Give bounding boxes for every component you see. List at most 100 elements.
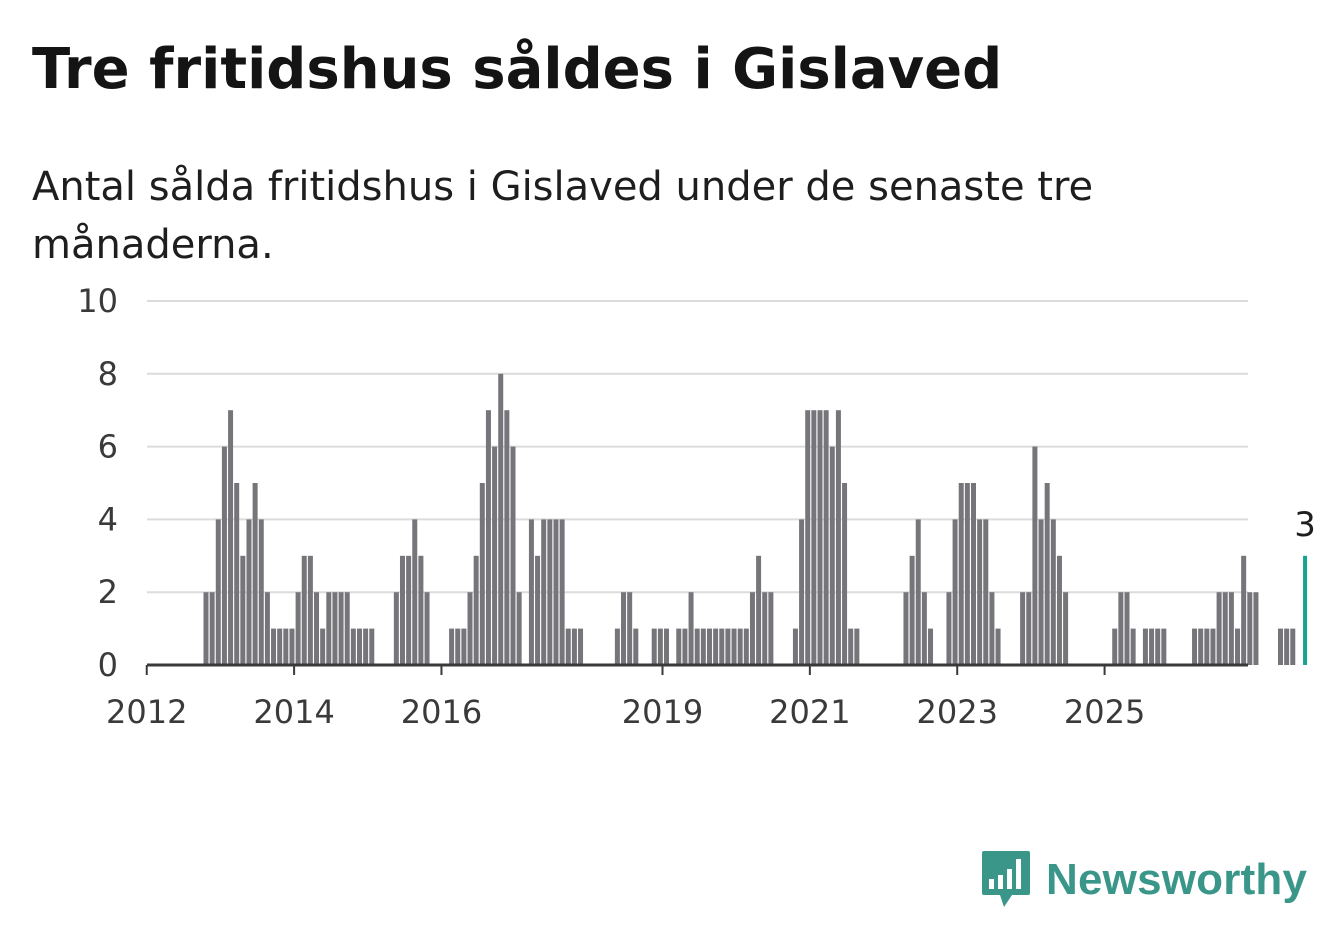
y-tick-label: 6 (98, 428, 118, 466)
bar (1056, 555, 1062, 665)
bar (627, 592, 633, 665)
bar (688, 592, 694, 665)
bar (928, 628, 934, 665)
bar (252, 483, 258, 665)
bar (393, 592, 399, 665)
page-subtitle: Antal sålda fritidshus i Gislaved under … (32, 164, 1094, 268)
bar (1235, 628, 1241, 665)
bar (829, 446, 835, 665)
bar (271, 628, 277, 665)
y-tick-label: 10 (77, 282, 118, 320)
bars (203, 373, 1308, 665)
brand-name: Newsworthy (1046, 855, 1308, 904)
bar (485, 410, 491, 665)
bar (725, 628, 731, 665)
bar (412, 519, 418, 665)
bar (1192, 628, 1198, 665)
bar (756, 555, 762, 665)
bar (301, 555, 307, 665)
bar (479, 483, 485, 665)
bar (516, 592, 522, 665)
bar (264, 592, 270, 665)
bar (504, 410, 510, 665)
bar (952, 519, 958, 665)
bar (946, 592, 952, 665)
bar (743, 628, 749, 665)
bar (1247, 592, 1253, 665)
bar (848, 628, 854, 665)
bar (1112, 628, 1118, 665)
bar (314, 592, 320, 665)
bar (700, 628, 706, 665)
bar (320, 628, 326, 665)
bar (768, 592, 774, 665)
bar (228, 410, 234, 665)
x-tick-label: 2025 (1064, 693, 1145, 731)
y-tick-label: 0 (98, 646, 118, 684)
bar (215, 519, 221, 665)
bar (528, 519, 534, 665)
bar (664, 628, 669, 665)
bar (737, 628, 743, 665)
bar (283, 628, 289, 665)
bar (357, 628, 362, 665)
bar (1142, 628, 1148, 665)
gridlines (147, 300, 1248, 594)
bar (1222, 592, 1228, 665)
bar (338, 592, 344, 665)
bar (989, 592, 995, 665)
bar (571, 628, 577, 665)
bar (1038, 519, 1044, 665)
bar (903, 592, 909, 665)
bar (1124, 592, 1130, 665)
bar (1228, 592, 1234, 665)
bar (277, 628, 283, 665)
bar (547, 519, 553, 665)
brand-logo: Newsworthy (980, 848, 1307, 912)
bar (805, 410, 811, 665)
bar (1063, 592, 1069, 665)
bar (719, 628, 725, 665)
bar (209, 592, 215, 665)
bar (295, 592, 301, 665)
bar (1241, 555, 1247, 665)
bar (565, 628, 571, 665)
bar (492, 446, 498, 665)
bar (762, 592, 768, 665)
bar (995, 628, 1001, 665)
bar (1130, 628, 1136, 665)
bar (682, 628, 688, 665)
bar (1155, 628, 1161, 665)
bar (811, 410, 817, 665)
bar (792, 628, 798, 665)
data-label-latest: 3 (1294, 505, 1316, 545)
bar (633, 628, 639, 665)
x-tick-label: 2021 (769, 693, 850, 731)
bar (461, 628, 467, 665)
y-tick-label: 8 (98, 355, 118, 393)
bar (467, 592, 473, 665)
bar (553, 519, 559, 665)
bar (289, 628, 295, 665)
bar (1026, 592, 1032, 665)
bar (1278, 628, 1283, 665)
bar (657, 628, 663, 665)
bar (651, 628, 657, 665)
bar (1161, 628, 1167, 665)
page-title: Tre fritidshus såldes i Gislaved (32, 37, 1003, 102)
bar (1044, 483, 1050, 665)
bar (706, 628, 712, 665)
x-tick-label: 2014 (253, 693, 334, 731)
bar (983, 519, 989, 665)
axes: 0 2 4 6 8 10 2012 2014 2016 2019 2021 2023 2025 3 (77, 282, 1316, 731)
bar (921, 592, 927, 665)
bar (1204, 628, 1210, 665)
bar (541, 519, 547, 665)
bar (676, 628, 682, 665)
bar (369, 628, 375, 665)
bar (449, 628, 455, 665)
bar (203, 592, 209, 665)
bar (1253, 592, 1259, 665)
bar (1198, 628, 1204, 665)
